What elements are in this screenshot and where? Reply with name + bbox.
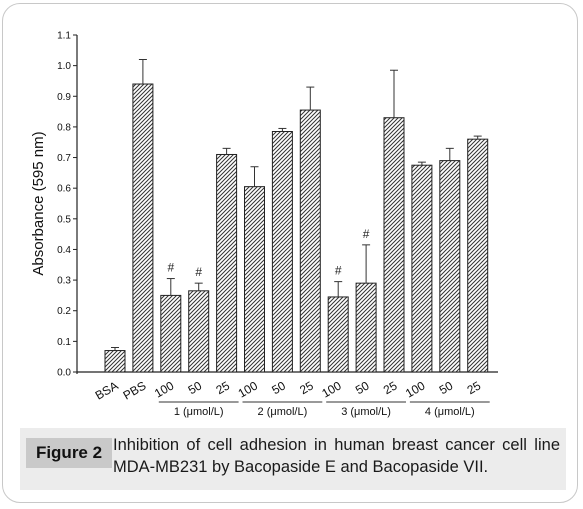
x-tick-label: BSA (93, 378, 121, 402)
x-tick-label: PBS (121, 378, 149, 402)
group-label: 4 (μmol/L) (425, 406, 475, 418)
significance-marker: # (363, 227, 370, 241)
y-tick-label: 0.8 (57, 122, 71, 133)
significance-marker: # (195, 265, 202, 279)
x-tick-label: 50 (269, 378, 288, 397)
y-tick-label: 1.1 (57, 31, 71, 42)
bar (244, 186, 265, 373)
y-tick-label: 0.9 (57, 92, 71, 103)
y-tick-label: 0.5 (57, 214, 71, 225)
x-tick-label: 100 (403, 378, 428, 400)
x-tick-label: 25 (465, 378, 484, 397)
y-tick-label: 0.0 (57, 368, 71, 379)
x-tick-label: 25 (214, 378, 233, 397)
bar (160, 294, 182, 373)
significance-marker: # (335, 264, 342, 278)
y-tick-label: 0.3 (57, 276, 71, 287)
y-tick-label: 0.2 (57, 306, 71, 317)
bar (271, 131, 293, 373)
bar (132, 83, 154, 373)
bar (216, 153, 238, 373)
bar (467, 138, 489, 373)
bar (104, 350, 126, 373)
bar (188, 290, 210, 373)
y-tick-label: 0.7 (57, 153, 71, 164)
y-tick-label: 1.0 (57, 61, 71, 72)
figure-caption: Figure 2 Inhibition of cell adhesion in … (20, 428, 566, 490)
plot-area: 0.0 0.1 0.2 0.3 0.4 0.5 0.6 0.7 0.8 0.9 1.0 1.1 Abso… (30, 31, 498, 418)
group-label: 3 (μmol/L) (341, 406, 391, 418)
x-tick-label: 25 (381, 378, 400, 397)
x-tick-label: 50 (353, 378, 372, 397)
x-tick-label: 100 (152, 378, 177, 400)
y-tick-label: 0.6 (57, 184, 71, 195)
bar (327, 296, 349, 373)
bar (299, 109, 321, 373)
y-tick-label: 0.1 (57, 337, 71, 348)
x-tick-label: 50 (437, 378, 456, 397)
figure-label: Figure 2 (26, 438, 112, 468)
bar (383, 117, 405, 373)
group-label: 1 (μmol/L) (174, 406, 224, 418)
x-tick-label: 50 (186, 378, 205, 397)
x-tick-label: 100 (319, 378, 344, 400)
y-axis-label: Absorbance (595 nm) (30, 131, 47, 275)
bar (355, 282, 377, 373)
x-tick-label: 100 (236, 378, 261, 400)
caption-text: Inhibition of cell adhesion in human bre… (113, 436, 560, 476)
y-tick-label: 0.4 (57, 245, 71, 256)
group-label: 2 (μmol/L) (258, 406, 308, 418)
significance-marker: # (167, 261, 174, 275)
x-tick-label: 25 (297, 378, 316, 397)
bar (411, 164, 433, 373)
bar (439, 160, 461, 373)
